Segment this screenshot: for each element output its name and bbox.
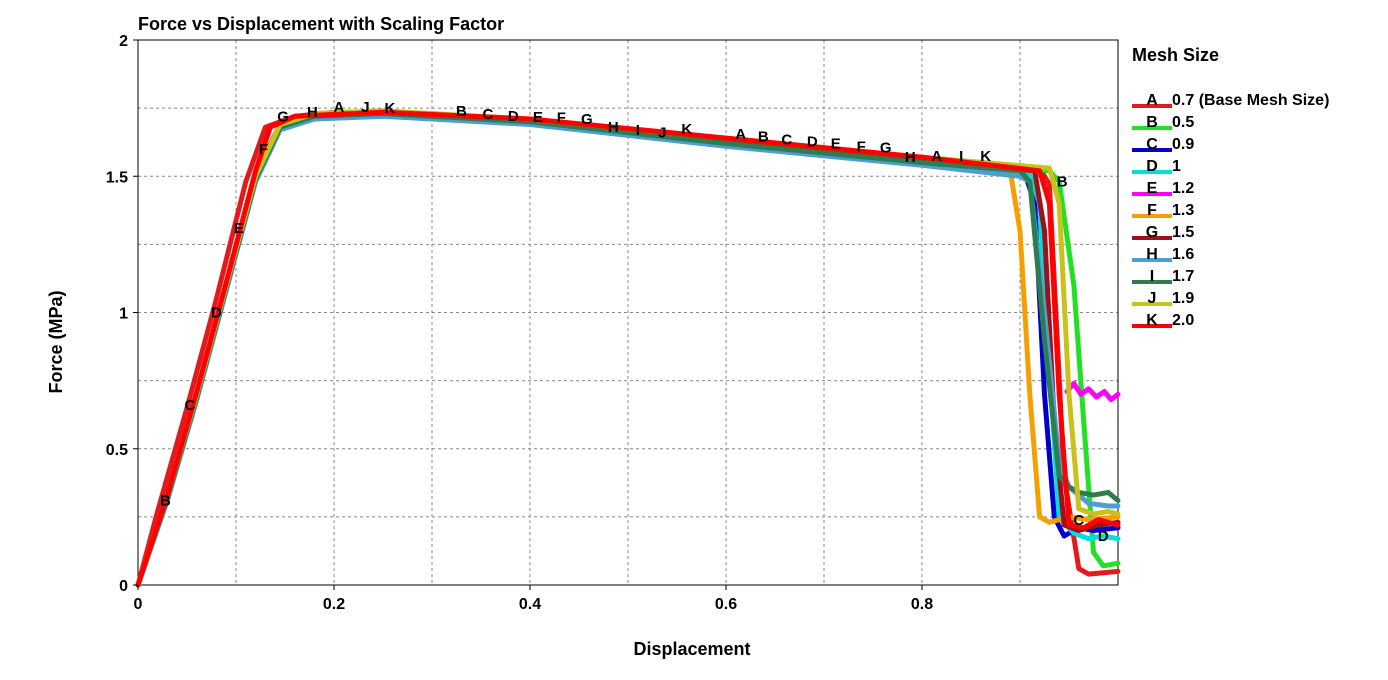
series-line-k	[135, 109, 1121, 588]
series-marker-f: F	[557, 110, 566, 127]
series-marker-k: K	[384, 100, 395, 117]
series-marker-e: E	[831, 136, 841, 153]
legend-marker-k: K	[1146, 312, 1158, 329]
x-tick-label: 0.4	[519, 596, 541, 613]
series-marker-e: E	[533, 109, 543, 126]
legend-label-b: 0.5	[1172, 114, 1194, 131]
legend-marker-b: B	[1146, 114, 1158, 131]
series-marker-g: G	[880, 140, 892, 157]
series-marker-i: I	[959, 148, 963, 165]
series-marker-e: E	[234, 220, 244, 237]
series-marker-b: B	[160, 493, 171, 510]
legend-marker-e: E	[1147, 180, 1158, 197]
series-lines	[135, 108, 1121, 588]
x-tick-label: 0.8	[911, 596, 933, 613]
legend-label-j: 1.9	[1172, 290, 1194, 307]
legend-marker-j: J	[1148, 290, 1157, 307]
legend-title: Mesh Size	[1132, 45, 1219, 65]
legend-label-i: 1.7	[1172, 268, 1194, 285]
y-tick-label: 1.5	[106, 169, 128, 186]
legend: Mesh Size A 0.7 (Base Mesh Size) B 0.5 C 0.9 D…	[1132, 45, 1329, 329]
legend-marker-c: C	[1146, 136, 1158, 153]
series-marker-c: C	[781, 131, 792, 148]
y-tick-label: 1	[119, 306, 128, 323]
series-marker-j: J	[361, 99, 369, 116]
series-marker-g: G	[581, 111, 593, 128]
series-marker-b: B	[456, 103, 467, 120]
series-marker-d: D	[807, 133, 818, 150]
x-tick-label: 0	[134, 596, 143, 613]
series-marker-a: A	[735, 126, 746, 143]
legend-label-g: 1.5	[1172, 224, 1194, 241]
legend-marker-g: G	[1146, 224, 1158, 241]
series-marker-c: C	[185, 397, 196, 414]
legend-label-k: 2.0	[1172, 312, 1194, 329]
legend-items: A 0.7 (Base Mesh Size) B 0.5 C 0.9 D 1E 1.2 F 1.3 G…	[1132, 92, 1329, 329]
series-marker-d: D	[211, 305, 222, 322]
series-marker-k: K	[681, 121, 692, 138]
legend-marker-i: I	[1150, 268, 1154, 285]
legend-marker-h: H	[1146, 246, 1158, 263]
legend-label-c: 0.9	[1172, 136, 1194, 153]
series-marker-h: H	[905, 149, 916, 166]
y-tick-label: 2	[119, 33, 128, 50]
x-axis-title: Displacement	[633, 639, 750, 659]
legend-marker-f: F	[1147, 202, 1157, 219]
series-marker-j: J	[658, 125, 666, 142]
series-marker-h: H	[608, 119, 619, 136]
x-axis-ticks: 0 0.2 0.4 0.6 0.8	[134, 585, 933, 613]
series-marker-d: D	[1098, 528, 1109, 545]
legend-label-a: 0.7 (Base Mesh Size)	[1172, 92, 1329, 109]
series-marker-c: C	[482, 106, 493, 123]
chart-title: Force vs Displacement with Scaling Facto…	[138, 14, 504, 34]
y-tick-label: 0.5	[106, 442, 128, 459]
series-marker-b: B	[758, 129, 769, 146]
legend-label-d: 1	[1172, 158, 1181, 175]
series-marker-c: C	[1073, 512, 1084, 529]
y-axis-title: Force (MPa)	[46, 290, 66, 393]
y-axis-ticks: 0 0.5 1 1.5 2	[106, 33, 138, 595]
series-line-e	[1064, 380, 1121, 403]
series-marker-a: A	[931, 148, 942, 165]
series-marker-d: D	[508, 108, 519, 125]
legend-label-h: 1.6	[1172, 246, 1194, 263]
series-marker-k: K	[980, 148, 991, 165]
x-tick-label: 0.6	[715, 596, 737, 613]
legend-label-e: 1.2	[1172, 180, 1194, 197]
series-marker-h: H	[307, 104, 318, 121]
series-marker-a: A	[333, 99, 344, 116]
grid-lines	[138, 40, 1118, 585]
x-tick-label: 0.2	[323, 596, 345, 613]
series-marker-f: F	[857, 138, 866, 155]
series-marker-b: B	[1057, 174, 1068, 191]
legend-marker-d: D	[1146, 158, 1158, 175]
legend-marker-a: A	[1146, 92, 1158, 109]
y-tick-label: 0	[119, 578, 128, 595]
series-marker-f: F	[259, 141, 268, 158]
legend-label-f: 1.3	[1172, 202, 1194, 219]
series-marker-g: G	[277, 108, 289, 125]
series-marker-i: I	[636, 122, 640, 139]
